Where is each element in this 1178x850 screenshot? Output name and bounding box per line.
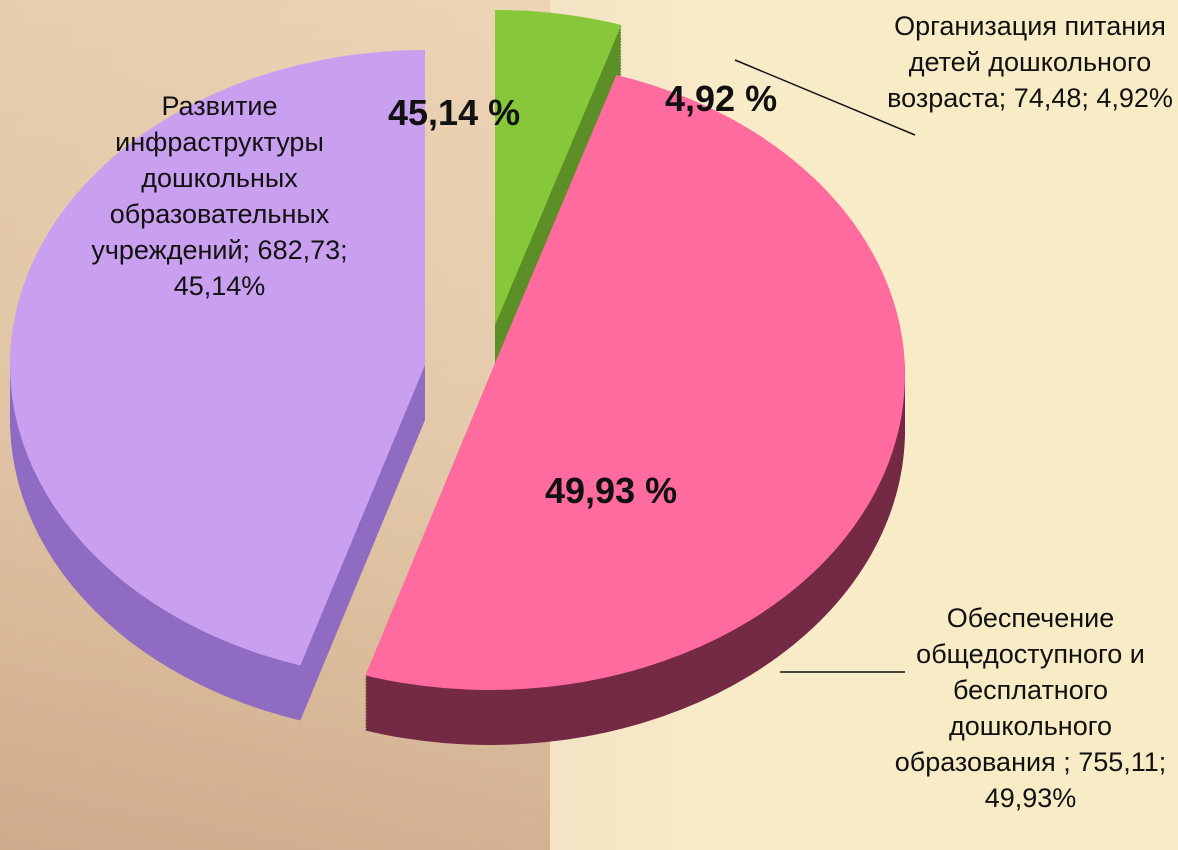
data-label: Организация питания детей дошкольного во… xyxy=(885,8,1175,116)
percent-label: 45,14 % xyxy=(388,92,520,134)
percent-label: 4,92 % xyxy=(665,78,777,120)
percent-label: 49,93 % xyxy=(545,470,677,512)
data-label: Развитие инфраструктуры дошкольных образ… xyxy=(82,88,357,304)
chart: Организация питания детей дошкольного во… xyxy=(0,0,1178,850)
data-label: Обеспечение общедоступного и бесплатного… xyxy=(888,600,1173,816)
